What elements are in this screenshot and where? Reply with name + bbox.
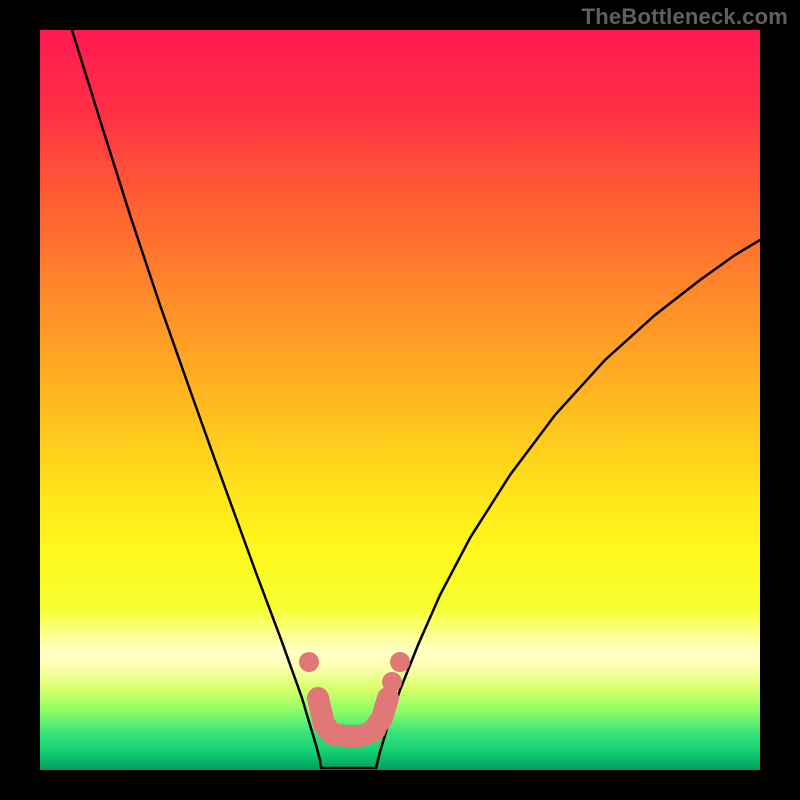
v-curve-right (376, 240, 760, 768)
chart-container: TheBottleneck.com (0, 0, 800, 800)
data-dot (308, 688, 328, 708)
data-dot (390, 652, 410, 672)
watermark-text: TheBottleneck.com (582, 4, 788, 30)
v-curve-left (72, 30, 321, 768)
data-dot (382, 672, 402, 692)
curve-overlay (40, 30, 760, 770)
data-dot (299, 652, 319, 672)
plot-area (40, 30, 760, 770)
data-dot (366, 720, 386, 740)
data-dot (374, 698, 394, 718)
